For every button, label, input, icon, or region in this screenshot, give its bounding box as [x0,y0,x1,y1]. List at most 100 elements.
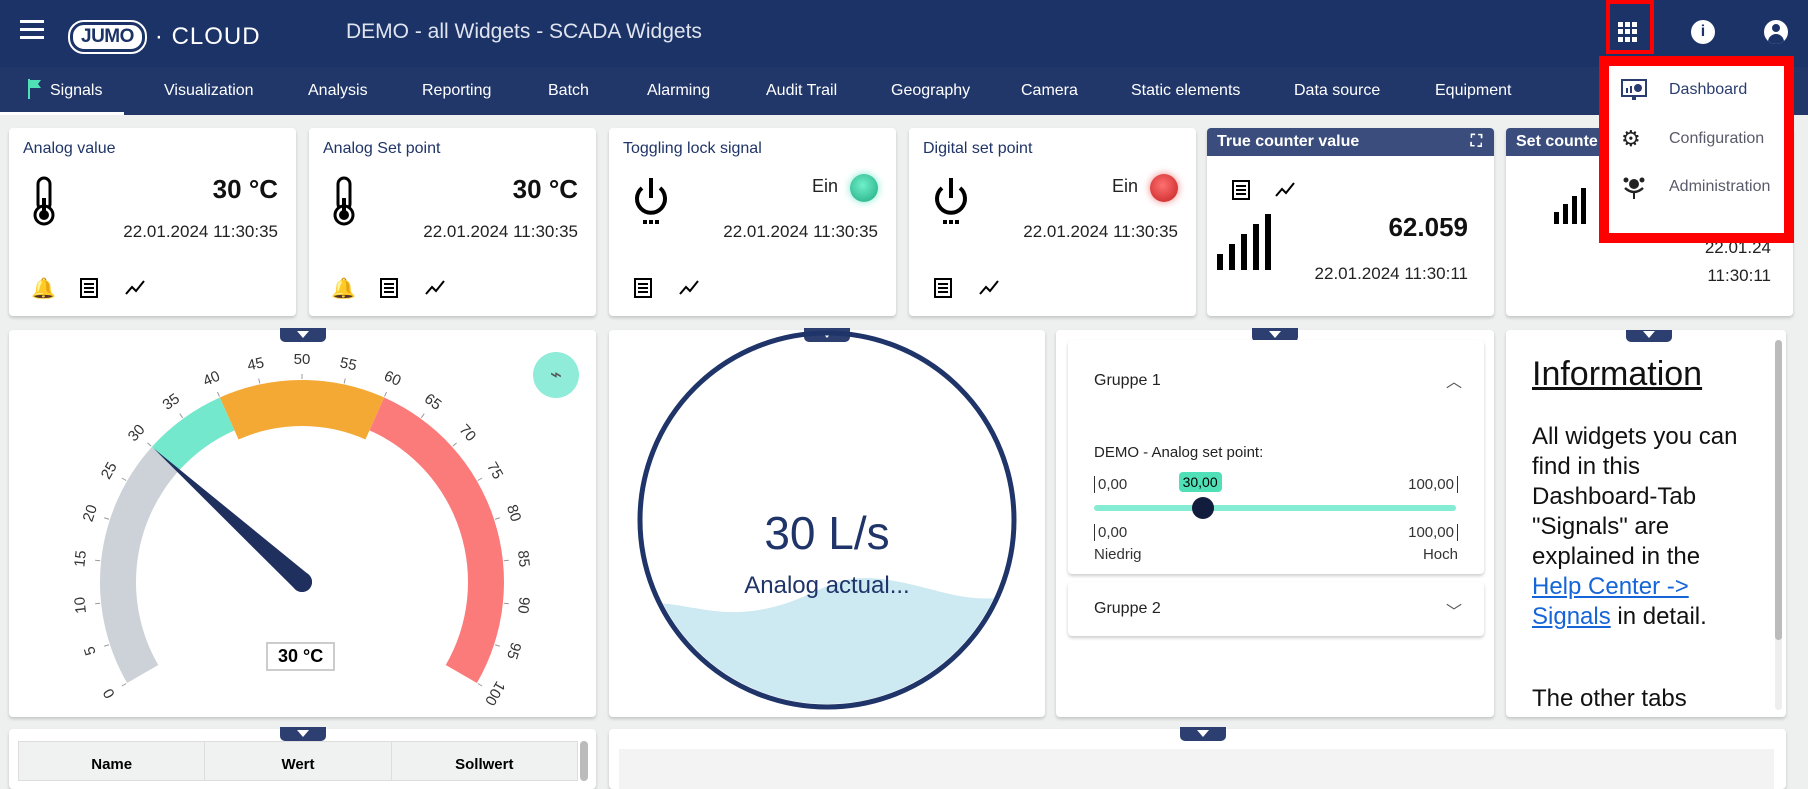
group-2-panel[interactable]: Gruppe 2 ﹀ [1068,582,1484,636]
gauge-tick-label: 15 [71,550,90,568]
scrollbar[interactable] [1775,340,1782,710]
gauge-band [369,397,505,683]
logo-cloud: · CLOUD [154,23,261,50]
trend-icon[interactable] [1273,178,1297,202]
help-center-link[interactable]: Help Center -> Signals [1532,573,1689,630]
tab-audit-trail[interactable]: Audit Trail [766,82,838,99]
hamburger-menu-icon[interactable] [20,20,44,42]
logo-jumo: JUMO [68,20,147,54]
card-value: 30 °C [512,174,578,204]
scrollbar[interactable] [580,741,588,781]
collapse-toggle[interactable] [1180,727,1226,741]
chevron-up-icon[interactable]: ︿ [1445,374,1462,391]
apps-dropdown-menu: Dashboard ⚙ Configuration Administration [1599,56,1794,243]
gauge-tick-label: 85 [514,550,533,568]
menu-item-dashboard[interactable]: Dashboard [1621,78,1747,102]
card-timestamp: 22.01.2024 11:30:35 [723,222,878,241]
gauge-tick [147,442,152,447]
gauge-tick [503,559,509,562]
group-title[interactable]: Gruppe 1 [1094,372,1161,389]
gauge-tick-label: 0 [100,685,119,701]
table-widget: Name Wert Sollwert [9,727,596,789]
gauge-tick [503,602,509,605]
slider-value-tooltip: 30,00 [1178,472,1222,492]
gauge-tick [384,391,388,397]
slider-label: DEMO - Analog set point: [1094,444,1264,461]
jumo-cloud-logo[interactable]: JUMO · CLOUD [68,20,261,54]
no-signal-icon[interactable]: ⌁ [533,352,579,398]
gauge-band [219,380,385,440]
collapse-toggle[interactable] [1626,330,1672,342]
collapse-toggle[interactable] [1252,328,1298,342]
trend-icon[interactable] [977,276,1001,300]
gauge-tick-label: 100 [481,678,508,708]
tab-analysis[interactable]: Analysis [308,82,368,99]
menu-item-administration[interactable]: Administration [1621,174,1770,200]
gauge-tick [258,378,261,384]
slider-thumb[interactable] [1191,497,1214,519]
gauge-readout: 30 °C [266,642,336,671]
list-icon[interactable] [377,276,401,300]
gauge-tick-label: 20 [80,503,101,524]
card-time: 11:30:11 [1707,266,1771,285]
tank-value: 30 L/s [764,507,890,559]
list-icon[interactable] [77,276,101,300]
list-icon[interactable] [631,276,655,300]
card-title: Digital set point [923,140,1033,157]
column-header-name[interactable]: Name [19,742,206,780]
slider-track[interactable] [1094,505,1456,511]
card-value: 62.059 [1388,212,1468,242]
info-heading: Information [1532,355,1703,393]
card-title: Toggling lock signal [623,140,762,157]
info-text: The other tabs [1532,685,1687,712]
list-icon[interactable] [931,276,955,300]
card-analog-value: Analog value 30 °C 22.01.2024 11:30:35 🔔 [9,128,296,316]
card-header: True counter value ⛶ [1207,128,1494,156]
slider-min: 0,00 [1094,476,1127,493]
column-header-wert[interactable]: Wert [205,742,392,780]
card-timestamp: 22.01.2024 11:30:35 [423,222,578,241]
high-label: Hoch [1422,546,1458,563]
bell-icon[interactable]: 🔔 [331,278,356,300]
fullscreen-icon[interactable]: ⛶ [1470,133,1482,150]
tab-visualization[interactable]: Visualization [164,82,254,99]
slider-max: 100,00 [1408,476,1458,493]
column-header-sollwert[interactable]: Sollwert [455,756,514,773]
info-text: in detail. [1610,603,1707,630]
info-icon[interactable]: i [1691,20,1715,44]
bell-icon[interactable]: 🔔 [31,278,56,300]
tab-signals[interactable]: Signals [0,67,125,115]
tab-equipment[interactable]: Equipment [1435,82,1512,99]
collapse-toggle[interactable] [280,727,326,741]
state-label: Ein [811,176,838,196]
gauge-tick [494,517,500,520]
tab-batch[interactable]: Batch [548,82,589,99]
card-timestamp: 22.01.2024 11:30:35 [1023,222,1178,241]
card-true-counter-value: True counter value ⛶ 62.059 22.01.2024 11… [1207,128,1494,316]
tab-static-elements[interactable]: Static elements [1131,82,1241,99]
dashboard-monitor-icon [1621,79,1647,100]
apps-grid-icon[interactable] [1618,22,1638,42]
trend-icon[interactable] [123,276,147,300]
account-icon[interactable] [1764,20,1788,44]
tab-alarming[interactable]: Alarming [647,82,711,99]
group-title[interactable]: Gruppe 2 [1094,600,1161,617]
chevron-down-icon[interactable]: ﹀ [1445,604,1462,621]
tab-reporting[interactable]: Reporting [422,82,492,99]
menu-item-label: Dashboard [1669,81,1748,98]
collapse-toggle[interactable] [280,328,326,342]
tab-data-source[interactable]: Data source [1294,82,1381,99]
signal-bars-icon [1554,188,1586,224]
gauge-band [151,397,235,471]
trend-icon[interactable] [677,276,701,300]
tab-camera[interactable]: Camera [1021,82,1078,99]
card-analog-set-point: Analog Set point 30 °C 22.01.2024 11:30:… [309,128,596,316]
card-title: Set counte [1516,133,1598,150]
list-icon[interactable] [1229,178,1253,202]
gauge-tick [104,644,110,647]
trend-icon[interactable] [423,276,447,300]
tab-geography[interactable]: Geography [891,82,971,99]
menu-item-configuration[interactable]: ⚙ Configuration [1621,126,1764,152]
power-icon [935,178,967,224]
